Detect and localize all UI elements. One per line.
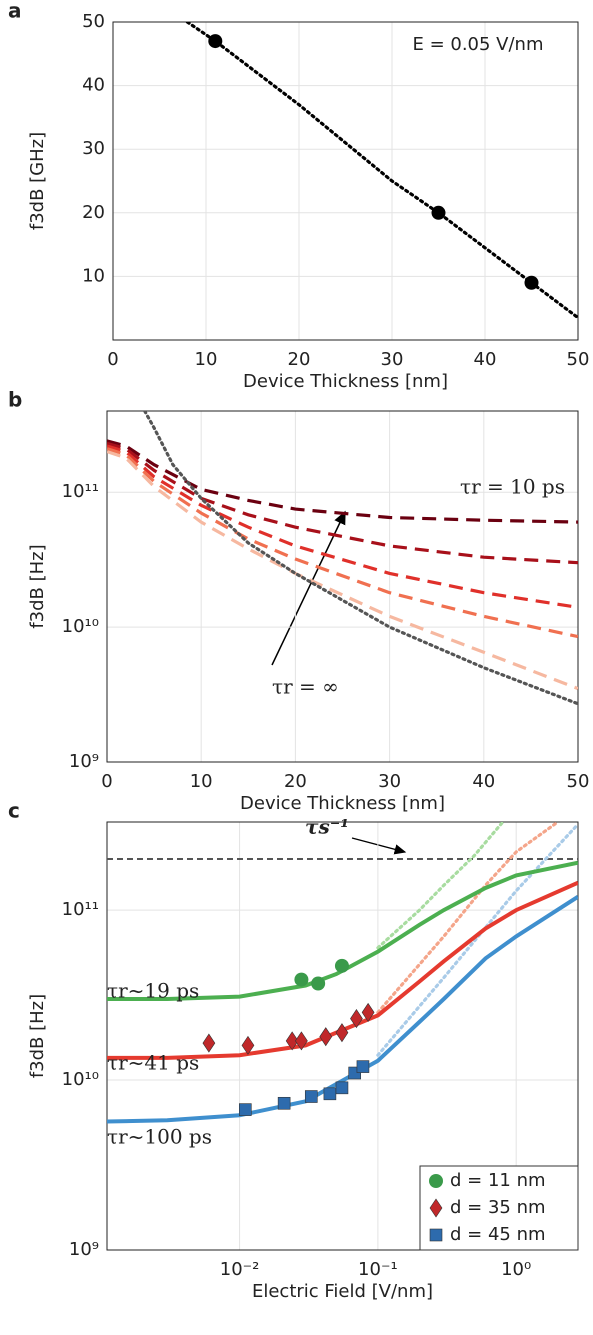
x-tick-label: 10 bbox=[190, 771, 213, 792]
marker bbox=[294, 972, 309, 987]
x-tick-label: 10⁰ bbox=[501, 1259, 531, 1280]
annotation: τr~19 ps bbox=[107, 979, 199, 1003]
panel-label: c bbox=[8, 799, 20, 823]
x-tick-label: 50 bbox=[567, 349, 590, 370]
legend-label: d = 11 nm bbox=[450, 1170, 546, 1191]
plot-area bbox=[185, 22, 578, 320]
series-line bbox=[107, 447, 578, 639]
x-tick-label: 0 bbox=[101, 771, 112, 792]
y-tick-label: 10¹¹ bbox=[62, 481, 99, 502]
x-tick-label: 40 bbox=[474, 349, 497, 370]
y-axis-label: f3dB [Hz] bbox=[27, 994, 48, 1078]
y-tick-label: 50 bbox=[82, 11, 105, 32]
marker bbox=[295, 1031, 308, 1051]
marker bbox=[429, 1198, 443, 1218]
annotation: τr = 10 ps bbox=[460, 475, 565, 499]
marker bbox=[429, 1228, 443, 1242]
marker bbox=[241, 1035, 255, 1055]
marker bbox=[361, 1002, 375, 1022]
x-tick-label: 10⁻² bbox=[220, 1259, 260, 1280]
panel-label: b bbox=[8, 388, 22, 412]
marker bbox=[319, 1027, 333, 1047]
legend-box bbox=[419, 1165, 579, 1251]
marker bbox=[277, 1096, 291, 1110]
series-line bbox=[376, 822, 560, 1014]
y-tick-label: 40 bbox=[82, 75, 105, 96]
x-axis-label: Device Thickness [nm] bbox=[243, 371, 448, 392]
x-tick-label: 20 bbox=[288, 349, 311, 370]
series-line bbox=[143, 411, 578, 706]
marker bbox=[238, 1103, 252, 1116]
series-line bbox=[107, 880, 578, 1060]
marker bbox=[431, 205, 446, 220]
series-line bbox=[107, 441, 578, 565]
x-tick-label: 50 bbox=[567, 771, 590, 792]
x-tick-label: 10⁻¹ bbox=[358, 1259, 398, 1280]
series-line bbox=[107, 450, 578, 691]
y-tick-label: 10¹⁰ bbox=[62, 616, 99, 637]
x-tick-label: 30 bbox=[378, 771, 401, 792]
series-line bbox=[376, 822, 505, 950]
y-tick-label: 10¹¹ bbox=[62, 899, 99, 920]
series-line bbox=[107, 444, 578, 609]
series-line bbox=[185, 22, 578, 320]
plot-frame bbox=[112, 21, 579, 341]
y-tick-label: 10⁹ bbox=[69, 751, 99, 772]
arrow bbox=[271, 510, 346, 666]
marker bbox=[429, 1174, 443, 1188]
x-tick-label: 40 bbox=[472, 771, 495, 792]
y-axis-label: f3dB [Hz] bbox=[27, 544, 48, 628]
x-tick-label: 10 bbox=[195, 349, 218, 370]
series-line bbox=[107, 860, 578, 1001]
x-axis-label: Electric Field [V/nm] bbox=[252, 1281, 433, 1302]
marker bbox=[311, 976, 326, 991]
plot-frame bbox=[106, 821, 579, 1251]
plot-area bbox=[107, 411, 578, 706]
x-tick-label: 30 bbox=[381, 349, 404, 370]
panel-label: a bbox=[8, 0, 22, 23]
plot-frame bbox=[106, 410, 579, 763]
y-tick-label: 10¹⁰ bbox=[62, 1069, 99, 1090]
marker bbox=[334, 958, 349, 973]
legend-label: d = 45 nm bbox=[450, 1224, 546, 1245]
y-tick-label: 10⁹ bbox=[69, 1239, 99, 1260]
marker bbox=[304, 1090, 318, 1103]
legend-label: d = 35 nm bbox=[450, 1197, 546, 1218]
reference-label: τs⁻¹ bbox=[305, 815, 349, 839]
x-tick-label: 20 bbox=[284, 771, 307, 792]
y-tick-label: 20 bbox=[82, 202, 105, 223]
x-tick-label: 0 bbox=[107, 349, 118, 370]
y-tick-label: 30 bbox=[82, 138, 105, 159]
series-line bbox=[107, 439, 578, 524]
marker bbox=[335, 1023, 349, 1043]
arrow bbox=[351, 837, 407, 855]
annotation: E = 0.05 V/nm bbox=[412, 34, 543, 55]
annotation: τr~41 ps bbox=[107, 1051, 199, 1075]
marker bbox=[323, 1087, 337, 1101]
annotation: τr = ∞ bbox=[272, 675, 339, 699]
marker bbox=[208, 34, 223, 49]
x-axis-label: Device Thickness [nm] bbox=[240, 793, 445, 814]
marker bbox=[524, 275, 539, 290]
y-tick-label: 10 bbox=[82, 265, 105, 286]
marker bbox=[285, 1031, 299, 1051]
annotation: τr~100 ps bbox=[107, 1125, 212, 1149]
y-axis-label: f3dB [GHz] bbox=[27, 132, 48, 230]
series-line bbox=[107, 895, 578, 1124]
marker bbox=[202, 1033, 216, 1053]
marker bbox=[335, 1081, 349, 1095]
marker bbox=[350, 1009, 363, 1029]
plot-area bbox=[107, 822, 578, 1124]
marker bbox=[356, 1060, 370, 1073]
